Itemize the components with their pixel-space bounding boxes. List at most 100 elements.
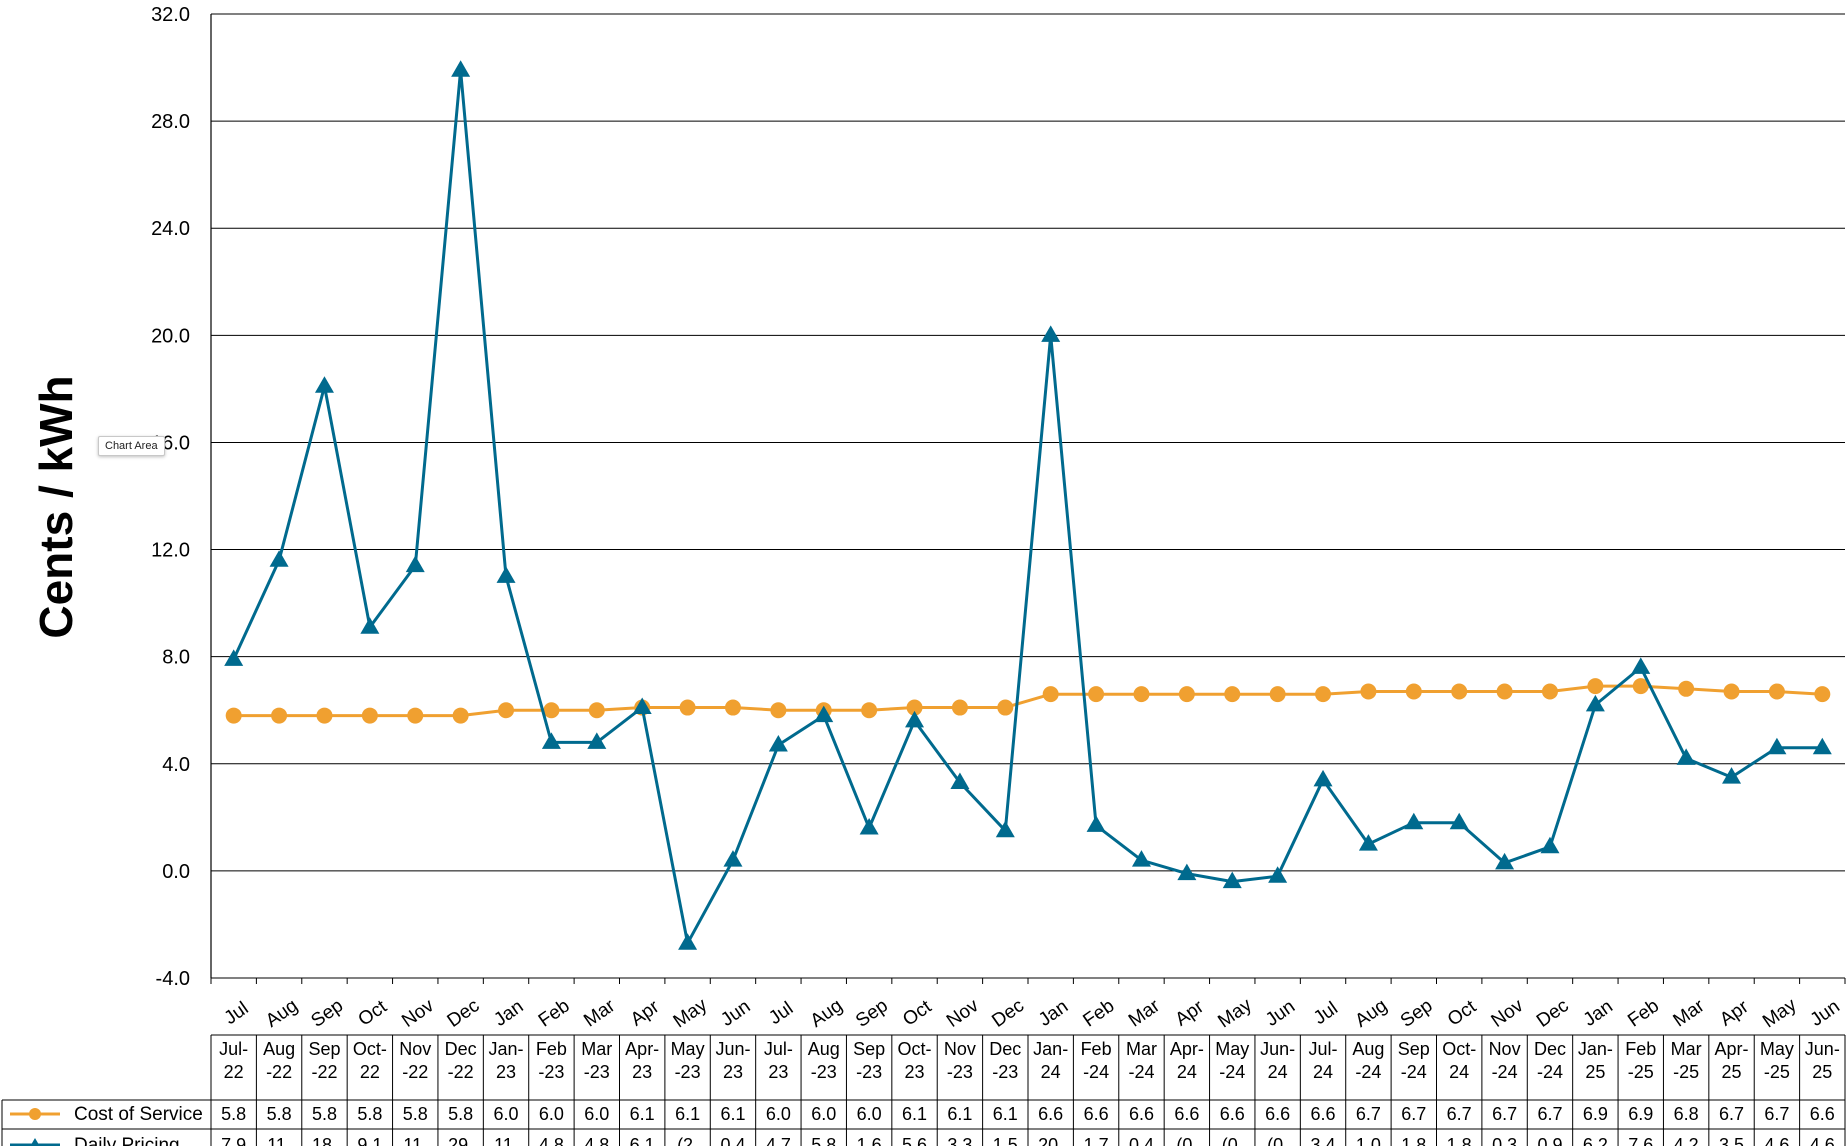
daily-pricing-point xyxy=(1358,834,1378,851)
cost-of-service-point xyxy=(452,707,469,724)
table-value-cell: 1.5 xyxy=(993,1135,1018,1146)
cost-of-service-point xyxy=(1224,686,1241,703)
table-value-cell: 3.5 xyxy=(1719,1135,1744,1146)
cost-of-service-point xyxy=(951,699,968,716)
table-value-cell: 6.1 xyxy=(630,1135,655,1146)
cost-of-service-point xyxy=(997,699,1014,716)
table-header-line1: May xyxy=(1215,1039,1249,1059)
cost-of-service-point xyxy=(1723,683,1740,700)
daily-pricing-point xyxy=(1812,737,1832,755)
x-tick-label: Aug xyxy=(1351,995,1391,1032)
table-value-cell: 1.0 xyxy=(1356,1135,1381,1146)
table-header-line2: 23 xyxy=(768,1062,788,1082)
cost-of-service-point xyxy=(588,702,605,719)
table-header-line1: Jan- xyxy=(1033,1039,1068,1059)
cost-of-service-point xyxy=(271,707,288,724)
cost-of-service-point xyxy=(679,699,696,716)
table-value-cell: 4.6 xyxy=(1810,1135,1835,1146)
table-value-cell: 6.0 xyxy=(766,1104,791,1124)
table-value-cell: 6.7 xyxy=(1764,1104,1789,1124)
x-tick-label: May xyxy=(670,994,712,1032)
table-value-cell: 1.8 xyxy=(1447,1135,1472,1146)
table-value-cell: 4.2 xyxy=(1674,1135,1699,1146)
y-tick-label: 0.0 xyxy=(162,861,190,883)
table-value-cell: 6.1 xyxy=(947,1104,972,1124)
table-header-line2: -24 xyxy=(1537,1062,1563,1082)
daily-pricing-point xyxy=(1722,767,1742,784)
daily-pricing-point xyxy=(632,697,652,715)
daily-pricing-point xyxy=(1222,871,1242,889)
daily-pricing-point xyxy=(1449,812,1469,830)
daily-pricing-point xyxy=(1177,863,1197,881)
table-value-cell: 0.3 xyxy=(1492,1135,1517,1146)
y-tick-label: -4.0 xyxy=(156,968,190,990)
cost-of-service-point xyxy=(906,699,923,716)
daily-pricing-point xyxy=(678,933,698,950)
table-value-cell: 6.6 xyxy=(1810,1104,1835,1124)
table-header-line1: Jul- xyxy=(764,1039,793,1059)
daily-pricing-point xyxy=(995,820,1015,838)
table-header-line1: Oct- xyxy=(353,1039,387,1059)
table-value-cell: 6.1 xyxy=(675,1104,700,1124)
table-value-cell: 6.7 xyxy=(1537,1104,1562,1124)
table-header-line1: Nov xyxy=(1489,1039,1521,1059)
x-tick-label: Apr xyxy=(627,996,664,1031)
cost-of-service-point xyxy=(316,707,333,724)
x-tick-label: Sep xyxy=(852,995,892,1032)
table-value-cell: 5.8 xyxy=(357,1104,382,1124)
table-header-line1: Apr- xyxy=(1170,1039,1204,1059)
table-header-line1: Oct- xyxy=(898,1039,932,1059)
x-tick-label: Feb xyxy=(1624,996,1663,1032)
table-value-cell: 6.6 xyxy=(1265,1104,1290,1124)
cost-of-service-point xyxy=(1632,678,1649,695)
x-tick-label: Nov xyxy=(943,995,983,1032)
table-value-cell: 6.7 xyxy=(1356,1104,1381,1124)
cost-of-service-point xyxy=(498,702,515,719)
x-tick-label: Aug xyxy=(807,995,847,1032)
table-value-cell: 0.4 xyxy=(1129,1135,1154,1146)
table-header-line2: -24 xyxy=(1219,1062,1245,1082)
x-tick-label: Apr xyxy=(1716,996,1753,1031)
x-tick-label: Nov xyxy=(398,995,438,1032)
table-header-line1: Oct- xyxy=(1442,1039,1476,1059)
daily-pricing-point xyxy=(1086,815,1106,832)
table-header-line2: -24 xyxy=(1128,1062,1154,1082)
table-value-cell: 6.7 xyxy=(1719,1104,1744,1124)
table-value-cell: 3.4 xyxy=(1311,1135,1336,1146)
x-tick-label: Jan xyxy=(490,996,527,1031)
y-tick-label: 20.0 xyxy=(151,325,190,347)
table-value-cell: 6.1 xyxy=(993,1104,1018,1124)
cost-of-service-point xyxy=(724,699,741,716)
table-header-line2: 23 xyxy=(723,1062,743,1082)
daily-pricing-point xyxy=(1767,737,1787,755)
table-header-line1: Jan- xyxy=(489,1039,524,1059)
table-value-cell: 6.1 xyxy=(902,1104,927,1124)
table-value-cell: 6.6 xyxy=(1174,1104,1199,1124)
daily-pricing-point xyxy=(768,735,788,752)
daily-pricing-point xyxy=(314,376,334,393)
daily-pricing-point xyxy=(1631,657,1651,674)
daily-pricing-point xyxy=(451,60,471,77)
cost-of-service-point xyxy=(1405,683,1422,700)
daily-pricing-point xyxy=(723,850,743,867)
y-axis-label: Cents / kWh xyxy=(30,375,82,638)
cost-of-service-point xyxy=(1541,683,1558,700)
table-header-line2: -25 xyxy=(1673,1062,1699,1082)
daily-pricing-point xyxy=(1585,694,1605,712)
table-value-cell: 6.7 xyxy=(1447,1104,1472,1124)
table-header-line2: 25 xyxy=(1812,1062,1832,1082)
daily-pricing-point xyxy=(905,710,925,728)
cost-of-service-point xyxy=(1133,686,1150,703)
cost-of-service-point xyxy=(225,707,242,724)
daily-pricing-point xyxy=(1131,850,1151,867)
x-tick-label: Jan xyxy=(1580,996,1617,1031)
table-header-line2: -24 xyxy=(1355,1062,1381,1082)
x-tick-label: Nov xyxy=(1488,995,1528,1032)
table-header-line2: -22 xyxy=(448,1062,474,1082)
table-header-line1: Nov xyxy=(944,1039,976,1059)
table-value-cell: 1.8 xyxy=(1401,1135,1426,1146)
table-value-cell: 5.8 xyxy=(221,1104,246,1124)
table-value-cell: 29. xyxy=(448,1135,473,1146)
y-tick-label: 8.0 xyxy=(162,647,190,669)
table-header-line2: 23 xyxy=(496,1062,516,1082)
